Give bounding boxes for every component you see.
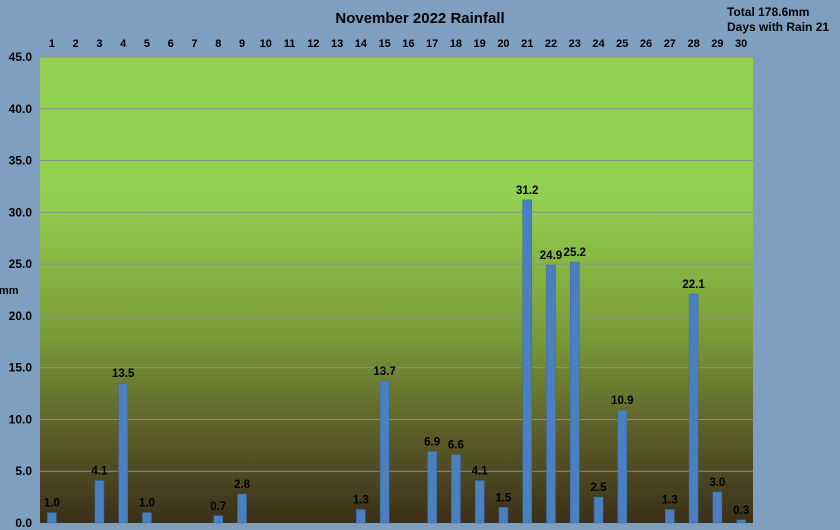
x-tick-label: 16 [402,38,414,50]
y-tick-label: 40.0 [9,102,33,116]
x-tick-label: 21 [521,38,533,50]
data-label: 1.0 [44,498,60,510]
x-tick-label: 18 [450,38,462,50]
plot-area [40,57,753,523]
bar [617,409,628,524]
total-rainfall: Total 178.6mm [727,5,809,19]
bar [142,512,152,524]
data-label: 31.2 [516,185,538,197]
bar [546,264,556,524]
x-tick-label: 25 [616,38,628,50]
y-tick-label: 10.0 [9,412,33,426]
x-tick-label: 15 [378,38,390,50]
data-label: 3.0 [709,477,725,489]
data-label: 1.3 [353,495,369,507]
data-label: 4.1 [91,466,108,478]
bar [474,480,485,524]
bar [118,382,128,524]
x-tick-label: 8 [215,38,221,50]
x-tick-label: 9 [239,38,245,50]
x-tick-label: 13 [331,38,343,50]
bar [451,454,461,524]
x-tick-label: 1 [49,38,55,50]
gridlines [40,56,753,472]
bars [47,199,746,524]
data-label: 25.2 [564,247,586,259]
bar [94,480,105,524]
x-tick-label: 7 [191,38,197,50]
bar [688,293,699,524]
y-tick-label: 25.0 [9,257,33,271]
x-tick-label: 5 [144,38,150,50]
bar [237,493,247,524]
y-tick-label: 20.0 [9,309,33,323]
data-label: 2.5 [591,482,608,494]
x-tick-label: 10 [260,38,272,50]
bar [379,380,390,524]
bar [570,261,580,524]
data-label: 4.1 [472,466,489,478]
x-tick-label: 29 [711,38,723,50]
data-label: 13.5 [112,368,135,380]
data-label: 0.7 [210,501,226,513]
x-tick-label: 26 [640,38,652,50]
data-label: 6.9 [424,437,440,449]
x-tick-label: 27 [664,38,676,50]
x-tick-label: 14 [355,38,368,50]
y-tick-label: 5.0 [15,464,32,478]
data-label: 22.1 [682,279,705,291]
y-tick-labels: 0.0 5.0 10.0 15.0 20.0 25.0 30.0 35.0 40.0 45.0 [9,50,33,530]
data-label: 2.8 [234,479,251,491]
data-label: 13.7 [373,366,395,378]
y-tick-label: 0.0 [15,516,32,530]
x-tick-label: 19 [474,38,486,50]
x-tick-label: 17 [426,38,438,50]
data-label: 10.9 [611,395,633,407]
data-label: 1.5 [495,492,512,504]
y-axis-label: mm [0,285,19,297]
data-label: 1.0 [139,498,155,510]
bar [712,491,723,524]
data-label: 1.3 [662,495,678,507]
x-tick-labels: 1 2 3 4 5 6 7 8 9 10 11 12 13 14 15 16 17 18 19 20 21 22 23 24 2… [49,38,747,50]
data-labels: 1.0 4.1 13.5 1.0 0.7 2.8 1.3 13.7 6.9 6.6 4.1 1.5 31… [44,185,749,517]
days-with-rain: Days with Rain 21 [727,20,829,34]
bar [665,509,675,524]
x-tick-label: 24 [592,38,605,50]
bar [736,519,746,524]
x-tick-label: 28 [687,38,699,50]
x-tick-label: 2 [73,38,79,50]
bar [498,507,509,524]
x-tick-label: 12 [307,38,319,50]
data-label: 24.9 [540,250,562,262]
y-tick-label: 35.0 [9,154,33,168]
bar [427,451,437,524]
y-tick-label: 30.0 [9,205,33,219]
x-tick-label: 20 [497,38,509,50]
bar [593,496,604,524]
x-tick-label: 4 [120,38,127,50]
bar [47,512,57,524]
y-tick-label: 15.0 [9,361,33,375]
x-tick-label: 11 [284,38,296,50]
x-tick-label: 23 [569,38,581,50]
x-tick-label: 3 [96,38,102,50]
y-tick-label: 45.0 [9,50,33,64]
x-tick-label: 6 [168,38,174,50]
chart-title: November 2022 Rainfall [335,10,504,27]
bar [522,199,532,524]
data-label: 6.6 [448,440,464,452]
x-tick-label: 22 [545,38,557,50]
bar [356,509,366,524]
x-tick-label: 30 [735,38,747,50]
data-label: 0.3 [733,505,749,517]
bar [213,515,223,524]
